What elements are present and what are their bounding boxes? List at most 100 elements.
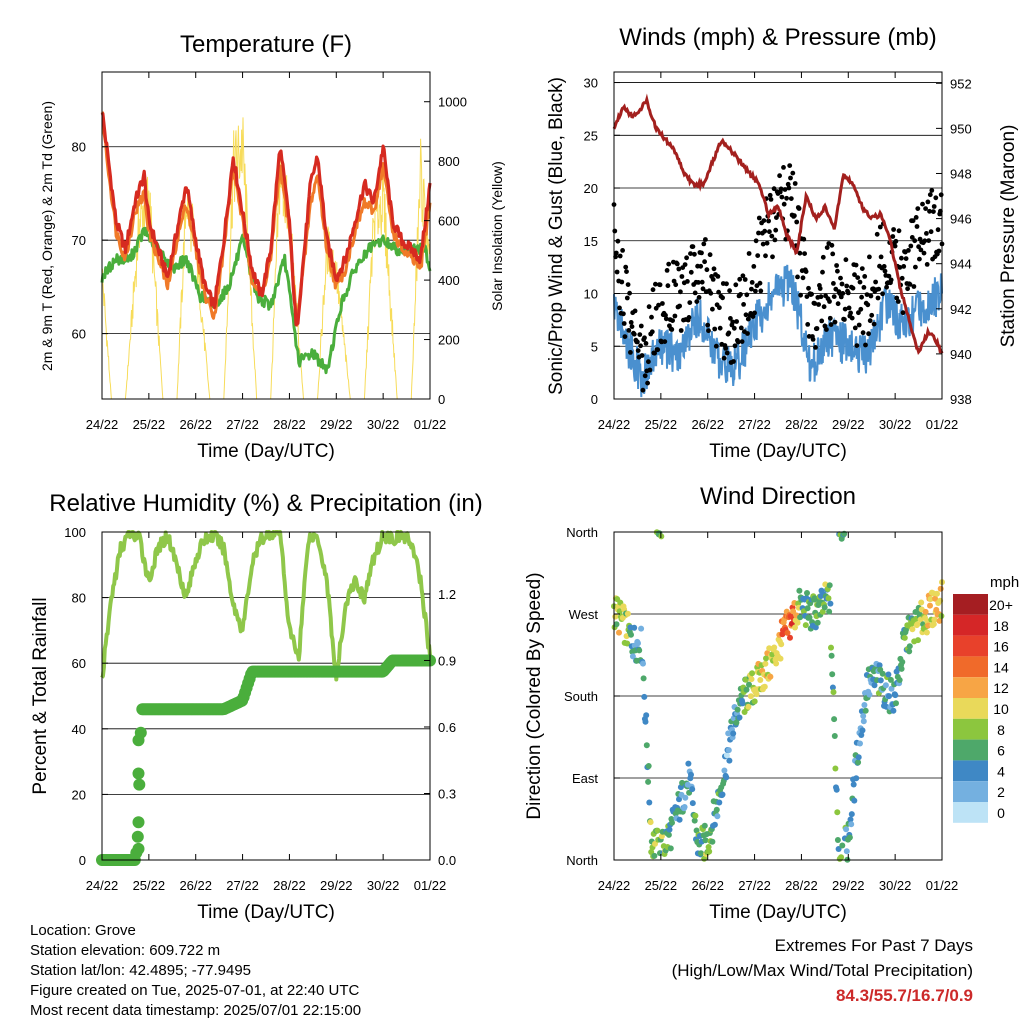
- gust-point: [674, 261, 680, 267]
- wind-direction-point: [855, 759, 862, 766]
- gust-point: [686, 315, 692, 320]
- gust-point: [915, 206, 921, 212]
- gust-point: [852, 272, 857, 278]
- wind-direction-point: [876, 662, 883, 669]
- humidity-panel: Relative Humidity (%) & Precipitation (i…: [30, 490, 483, 923]
- y2-tick-label: 1000: [438, 95, 467, 110]
- gust-point: [755, 253, 761, 258]
- wind-direction-point: [716, 799, 723, 806]
- wind-direction-point: [719, 791, 726, 798]
- gust-point: [657, 282, 663, 288]
- gust-point: [809, 291, 814, 297]
- x-tick-label: 27/22: [738, 417, 771, 432]
- gust-point: [678, 289, 683, 295]
- gust-point: [635, 339, 640, 345]
- wind-direction-point: [831, 716, 838, 723]
- gust-point: [624, 269, 629, 274]
- temperature-frame: [101, 71, 431, 400]
- wind-direction-point: [736, 714, 743, 721]
- wind-direction-point: [665, 831, 672, 838]
- gust-point: [805, 322, 811, 327]
- legend-swatch: [953, 781, 988, 802]
- y2-tick-label: 944: [950, 257, 972, 272]
- wind-direction-point: [647, 819, 654, 826]
- station-location: Location: Grove: [30, 922, 136, 939]
- x-tick-label: 01/22: [414, 878, 447, 893]
- wind-direction-point: [723, 774, 730, 781]
- wind-direction-point: [692, 812, 699, 819]
- gust-point: [827, 315, 833, 321]
- gust-point: [715, 274, 721, 279]
- wind-direction-point: [888, 685, 895, 692]
- wind-direction-point: [682, 794, 689, 801]
- legend-label: 8: [997, 722, 1005, 738]
- temperature-y-ticks-left: 60 70 80: [72, 140, 108, 342]
- gust-point: [803, 269, 809, 274]
- humidity-y-ticks-right: 0.0 0.3 0.6 0.9 1.2: [424, 587, 456, 868]
- gust-point: [924, 262, 930, 267]
- gust-point: [734, 319, 739, 324]
- gust-point: [852, 325, 858, 331]
- legend-swatch: [953, 614, 988, 636]
- wind-direction-point: [859, 727, 866, 734]
- gust-point: [632, 308, 638, 314]
- gust-point: [696, 295, 702, 300]
- x-tick-label: 29/22: [832, 878, 865, 893]
- x-tick-label: 30/22: [879, 417, 912, 432]
- gust-point: [692, 251, 697, 257]
- wind-direction-point: [925, 622, 932, 629]
- wind-direction-point: [931, 616, 938, 623]
- gust-point: [673, 282, 679, 288]
- gust-point: [813, 345, 818, 350]
- gust-point: [730, 319, 736, 325]
- wind-direction-point: [937, 585, 944, 592]
- y-tick-label: 20: [72, 787, 86, 802]
- gust-point: [751, 264, 757, 269]
- humidity-frame: [101, 531, 431, 861]
- wind-direction-point: [828, 644, 834, 651]
- legend-label: 4: [997, 763, 1005, 779]
- wind-direction-point: [846, 834, 853, 841]
- temperature-y-label-right: Solar Insolation (Yellow): [489, 161, 505, 311]
- wind-direction-point: [851, 797, 858, 804]
- gust-point: [764, 240, 770, 246]
- gust-point: [649, 314, 654, 320]
- gust-point: [723, 346, 729, 351]
- extremes-values: 84.3/55.7/16.7/0.9: [835, 986, 973, 1005]
- wind-direction-point: [628, 631, 634, 638]
- wind-direction-point: [773, 660, 780, 667]
- gust-point: [901, 264, 907, 269]
- gust-point: [724, 350, 730, 356]
- wind-direction-point: [751, 698, 758, 705]
- x-tick-label: 27/22: [226, 417, 259, 432]
- wind-direction-point: [923, 629, 930, 636]
- gust-point: [886, 273, 892, 279]
- gust-point: [731, 359, 736, 364]
- gust-point: [770, 254, 775, 260]
- gust-point: [801, 236, 807, 242]
- wind-direction-point: [918, 599, 925, 606]
- dewpoint-line: [100, 226, 432, 375]
- wind-direction-point: [701, 822, 708, 829]
- gust-point: [906, 248, 911, 253]
- station-info: Location: Grove Station elevation: 609.7…: [30, 921, 361, 1021]
- legend-label: 10: [993, 701, 1009, 717]
- gust-point: [660, 301, 665, 306]
- wind-direction-point: [862, 707, 869, 714]
- extremes-subtitle: (High/Low/Max Wind/Total Precipitation): [671, 961, 973, 980]
- gust-point: [631, 331, 637, 337]
- gust-point: [781, 165, 786, 170]
- y2-tick-label: 600: [438, 214, 460, 229]
- x-tick-label: 28/22: [785, 878, 818, 893]
- gust-point: [738, 325, 744, 331]
- x-tick-label: 30/22: [879, 878, 912, 893]
- gust-point: [662, 339, 668, 344]
- wind-direction-point: [814, 619, 821, 626]
- wind-direction-point: [857, 740, 863, 747]
- gust-point: [638, 343, 643, 349]
- y2-tick-label: 200: [438, 333, 460, 348]
- wind-direction-point: [640, 675, 647, 682]
- gust-point: [924, 231, 929, 236]
- wind-direction-point: [893, 700, 899, 707]
- legend-swatch: [953, 739, 988, 761]
